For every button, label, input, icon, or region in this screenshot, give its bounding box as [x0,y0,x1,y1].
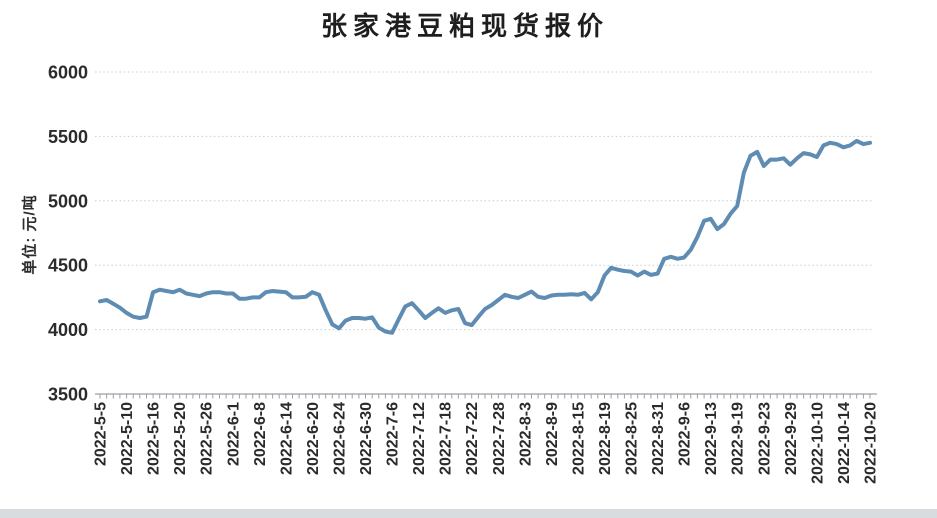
x-tick-label: 2022-8-19 [597,402,614,475]
y-axis-unit-label: 单位: 元/吨 [21,194,39,275]
x-tick-label: 2022-8-9 [544,402,561,466]
x-tick-label: 2022-9-19 [730,402,747,475]
x-tick-label: 2022-10-20 [863,402,880,484]
x-tick-label: 2022-5-26 [199,402,216,475]
x-tick-label: 2022-6-8 [252,402,269,466]
x-tick-label: 2022-9-6 [677,402,694,466]
x-tick-label: 2022-9-13 [703,402,720,475]
x-tick-label: 2022-5-16 [146,402,163,475]
x-tick-label: 2022-7-22 [464,402,481,475]
x-tick-label: 2022-8-31 [650,402,667,475]
x-tick-label: 2022-7-12 [411,402,428,475]
x-tick-label: 2022-6-24 [332,402,349,475]
x-tick-label: 2022-6-20 [305,402,322,475]
y-tick-label: 4000 [48,320,88,340]
x-tick-label: 2022-5-5 [93,402,110,466]
x-tick-label: 2022-8-25 [624,402,641,475]
x-tick-label: 2022-6-14 [278,402,295,475]
y-tick-label: 4500 [48,256,88,276]
x-tick-label: 2022-10-10 [809,402,826,484]
x-tick-label: 2022-7-6 [385,402,402,466]
x-tick-label: 2022-7-28 [491,402,508,475]
x-tick-label: 2022-9-29 [783,402,800,475]
y-tick-label: 5500 [48,127,88,147]
x-tick-label: 2022-10-14 [836,402,853,484]
chart-title: 张家港豆粕现货报价 [320,11,609,41]
y-tick-label: 3500 [48,385,88,405]
bottom-page-strip [0,509,937,518]
x-tick-label: 2022-9-23 [756,402,773,475]
y-tick-label: 5000 [48,191,88,211]
x-tick-label: 2022-5-20 [172,402,189,475]
x-tick-label: 2022-8-3 [517,402,534,466]
x-tick-label: 2022-6-1 [225,402,242,466]
x-tick-label: 2022-6-30 [358,402,375,475]
price-line [98,138,872,335]
x-tick-label: 2022-7-18 [438,402,455,475]
x-tick-label: 2022-8-15 [570,402,587,475]
x-tick-label: 2022-5-10 [119,402,136,475]
y-tick-label: 6000 [48,63,88,83]
